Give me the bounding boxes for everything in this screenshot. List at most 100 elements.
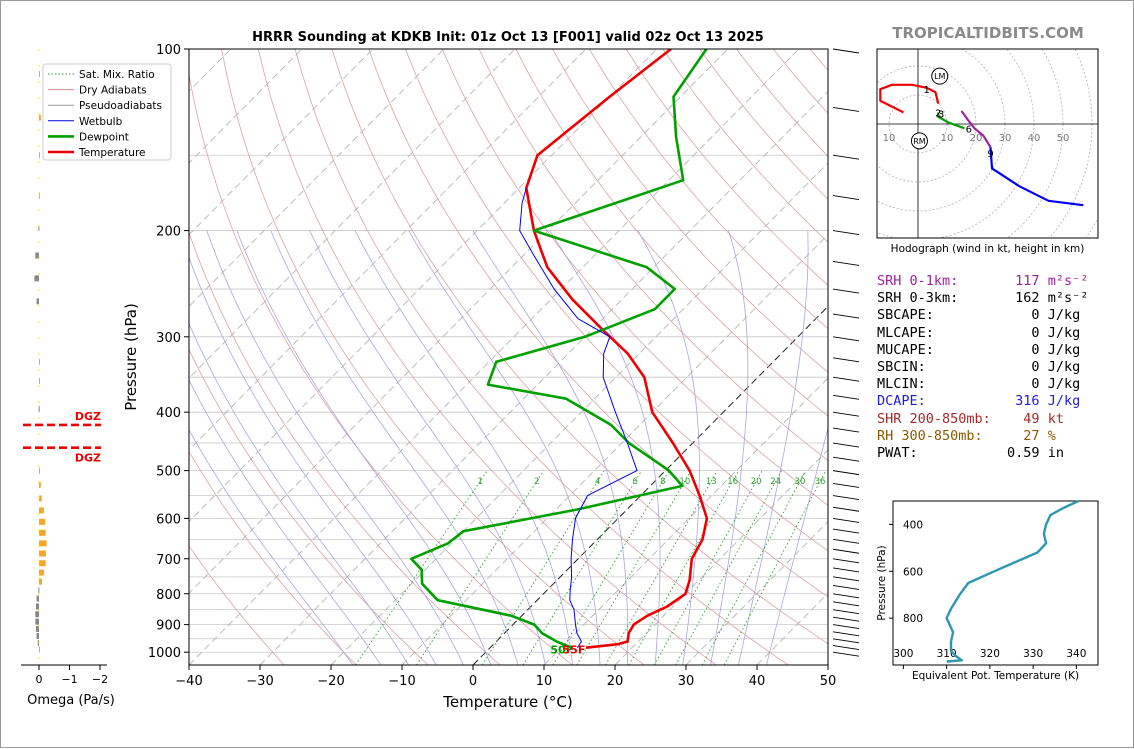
mixing-ratio-line	[724, 471, 826, 665]
omega-bar	[37, 596, 39, 602]
omega-bar	[35, 253, 39, 259]
legend-label: Wetbulb	[79, 116, 123, 128]
stat-value: 0	[991, 307, 1048, 323]
y-tick-label: 500	[156, 465, 181, 480]
omega-bar	[39, 507, 44, 513]
stat-label: RH 300-850mb:	[877, 428, 991, 444]
stat-row: MLCAPE: 0 J/kg	[877, 325, 1097, 342]
wind-barb	[833, 107, 859, 111]
dry-adiabat	[295, 49, 788, 665]
x-tick-label: 50	[820, 674, 837, 689]
pseudoadiabat	[767, 231, 873, 665]
mixing-ratio-line	[702, 471, 806, 665]
dry-adiabat	[332, 49, 860, 665]
wind-barb	[833, 261, 859, 265]
stat-row: SBCAPE: 0 J/kg	[877, 307, 1097, 324]
stat-row: SRH 0-3km: 162 m²s⁻²	[877, 290, 1097, 307]
stat-row: PWAT: 0.59 in	[877, 445, 1097, 462]
mixing-ratio-label: 36	[815, 477, 826, 487]
x-tick-label: 30	[678, 674, 695, 689]
wind-barb	[833, 594, 859, 598]
wind-barb	[833, 412, 859, 416]
theta-e-y-tick-label: 800	[903, 613, 923, 625]
stat-value: 0	[991, 376, 1048, 392]
stat-value: 0	[991, 342, 1048, 358]
theta-e-x-tick-label: 300	[893, 648, 913, 660]
mixing-ratio-line	[577, 471, 691, 665]
wind-barb	[833, 428, 859, 432]
wind-barb	[833, 231, 859, 235]
x-tick-label: 0	[469, 674, 477, 689]
stat-value: 162	[991, 290, 1048, 306]
stat-unit: m²s⁻²	[1048, 273, 1089, 289]
hodograph-height-label: 3	[938, 110, 944, 121]
omega-bar	[39, 647, 40, 653]
stat-label: PWAT:	[877, 445, 991, 461]
omega-bar	[38, 587, 39, 593]
stat-label: MLCIN:	[877, 376, 991, 392]
mixing-ratio-label: 16	[727, 477, 738, 487]
wind-barbs	[833, 49, 859, 656]
stat-label: MUCAPE:	[877, 342, 991, 358]
hodograph-ring-label: 10	[883, 133, 896, 144]
y-tick-label: 700	[156, 553, 181, 568]
theta-e-x-tick-label: 320	[980, 648, 1000, 660]
mixing-ratio-label: 30	[795, 477, 806, 487]
omega-bar	[35, 611, 39, 617]
omega-bar	[39, 519, 45, 525]
wind-barb	[833, 314, 859, 318]
wind-barb	[833, 559, 859, 563]
wind-barb	[833, 518, 859, 522]
stat-unit: J/kg	[1048, 342, 1081, 358]
theta-e-frame	[893, 501, 1098, 665]
stat-value: 27	[991, 428, 1048, 444]
x-tick-label: −20	[317, 674, 344, 689]
pseudoadiabat	[550, 231, 660, 665]
pseudoadiabat	[271, 231, 518, 665]
y-tick-label: 200	[156, 225, 181, 240]
stat-unit: kt	[1048, 411, 1064, 427]
wind-barb	[833, 617, 859, 621]
wind-barb	[833, 568, 859, 572]
stat-unit: J/kg	[1048, 307, 1081, 323]
stat-row: SBCIN: 0 J/kg	[877, 359, 1097, 376]
wind-barb	[833, 289, 859, 293]
y-tick-label: 300	[156, 331, 181, 346]
hodograph-ring-label: 30	[999, 133, 1012, 144]
stat-value: 49	[991, 411, 1048, 427]
mixing-ratio-label: 8	[660, 477, 665, 487]
omega-bar	[39, 560, 46, 566]
pseudoadiabat	[711, 231, 748, 665]
legend-label: Temperature	[78, 147, 146, 159]
watermark: TROPICALTIDBITS.COM	[892, 24, 1084, 42]
wind-barb	[833, 337, 859, 341]
wind-barb	[833, 585, 859, 589]
omega-bar	[37, 633, 39, 639]
dry-adiabat	[258, 49, 716, 665]
stat-row: MUCAPE: 0 J/kg	[877, 342, 1097, 359]
chart-title: HRRR Sounding at KDKB Init: 01z Oct 13 […	[252, 30, 764, 45]
pseudoadiabat	[355, 231, 572, 665]
omega-bar	[39, 359, 40, 365]
legend-label: Dry Adiabats	[79, 85, 147, 97]
omega-bar	[39, 115, 41, 121]
dgz-label: DGZ	[75, 452, 101, 465]
wind-barb	[833, 507, 859, 511]
wind-barb	[833, 639, 859, 643]
theta-e-x-label: Equivalent Pot. Temperature (K)	[912, 670, 1079, 682]
mixing-ratio-label: 20	[751, 477, 762, 487]
pseudoadiabat	[739, 231, 809, 665]
pseudoadiabat	[180, 231, 436, 665]
mixing-ratio-line	[482, 471, 604, 665]
stat-value: 0	[991, 325, 1048, 341]
dry-adiabat	[369, 49, 933, 665]
hodograph-height-label: 9	[987, 149, 993, 160]
stat-row: DCAPE: 316 J/kg	[877, 393, 1097, 410]
mixing-ratio-label: 13	[706, 477, 717, 487]
profile-wetbulb	[520, 188, 637, 648]
hodograph-height-label: 6	[966, 124, 972, 135]
stat-value: 316	[991, 393, 1048, 409]
omega-bar	[39, 550, 46, 556]
theta-e-x-tick-label: 330	[1023, 648, 1043, 660]
